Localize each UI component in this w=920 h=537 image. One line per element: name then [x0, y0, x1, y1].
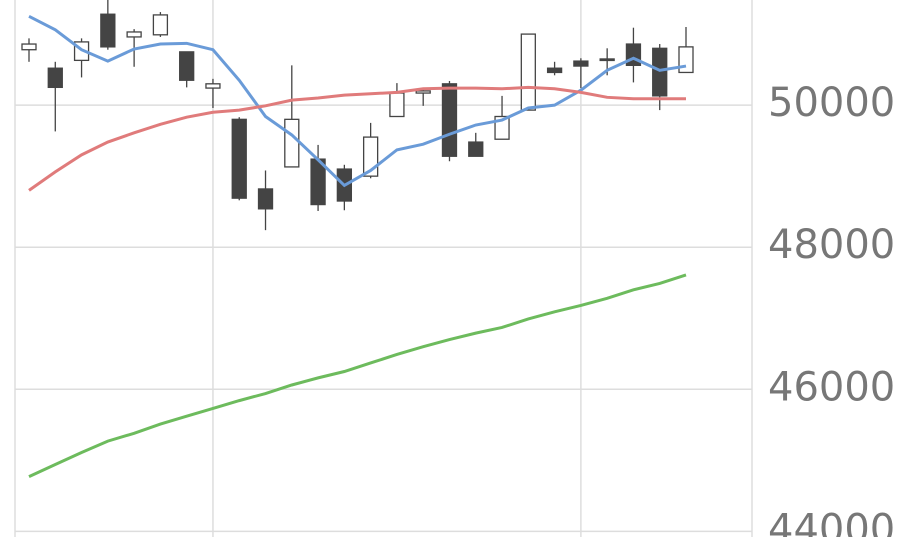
moving-average-line — [28, 85, 686, 192]
candle-body — [257, 188, 274, 210]
y-tick-label: 50000 — [768, 80, 895, 126]
candle-body — [625, 43, 642, 66]
y-tick-label: 46000 — [768, 364, 895, 410]
candle-body — [152, 14, 169, 36]
candle-body — [573, 60, 589, 67]
candle-body — [678, 46, 694, 74]
candle-body — [231, 118, 247, 199]
candle-body — [441, 83, 458, 157]
moving-average-line — [28, 273, 687, 478]
candle-body — [599, 58, 615, 62]
candle-body — [179, 51, 195, 81]
candle-body — [126, 31, 142, 38]
candle-body — [520, 33, 536, 111]
candle-body — [652, 47, 668, 97]
candle-body — [21, 43, 37, 51]
candle-body — [415, 90, 431, 94]
candle-body — [284, 118, 300, 168]
y-tick-label: 48000 — [768, 222, 895, 268]
candle-body — [205, 83, 221, 89]
candle-body — [100, 13, 116, 48]
moving-average-line — [28, 15, 687, 188]
candle-body — [546, 67, 563, 74]
candle-body — [389, 92, 405, 118]
y-tick-label: 44000 — [768, 506, 895, 537]
candle-body — [468, 141, 484, 157]
candle-body — [47, 67, 63, 89]
